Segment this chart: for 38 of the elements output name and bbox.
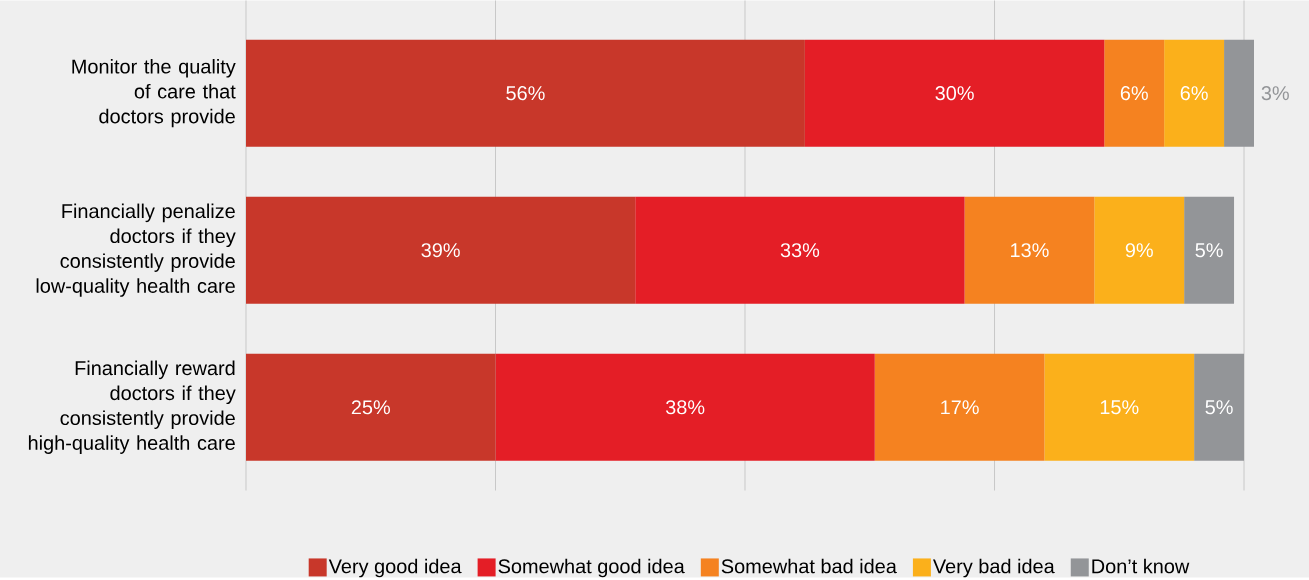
bar: [1164, 39, 1225, 147]
data-label: 56%: [506, 86, 545, 101]
bar: [495, 353, 875, 461]
data-label: 15%: [1100, 400, 1139, 415]
data-label: 38%: [665, 400, 705, 415]
legend-label: Very bad idea: [933, 558, 1055, 578]
data-label: 6%: [1180, 86, 1208, 101]
data-label: 17%: [941, 400, 979, 415]
legend-label: Somewhat good idea: [498, 558, 685, 578]
data-label: 25%: [351, 400, 390, 415]
data-label: 5%: [1195, 243, 1223, 258]
y-tick-label: Financially penalize doctors if they consistently provide low-quality health care: [36, 203, 236, 297]
bar: [246, 353, 496, 461]
data-label: 6%: [1120, 86, 1148, 101]
data-label: 33%: [780, 243, 820, 258]
data-label: 5%: [1205, 400, 1233, 415]
data-label: 13%: [1011, 243, 1049, 258]
bar: [1044, 353, 1195, 461]
data-label: 39%: [421, 243, 460, 258]
legend-label: Very good idea: [328, 558, 462, 578]
y-tick-label: Monitor the quality of care that doctors provide: [72, 58, 236, 128]
bar: [1194, 353, 1245, 461]
bar: [635, 196, 965, 304]
bar: [874, 353, 1045, 461]
legend-label: Don’t know: [1092, 558, 1190, 574]
bar: [1094, 196, 1185, 304]
bar: [1224, 39, 1254, 147]
legend-label: Somewhat bad idea: [721, 558, 897, 574]
bar: [1184, 196, 1235, 304]
bar: [964, 196, 1095, 304]
data-label: 30%: [935, 86, 974, 101]
data-label: 3%: [1261, 86, 1289, 101]
bar: [246, 39, 805, 147]
bar: [246, 196, 636, 304]
bar: [1104, 39, 1165, 147]
bar: [804, 39, 1105, 147]
data-label: 9%: [1125, 243, 1153, 258]
y-tick-label: Financially reward doctors if they consistently provide high-quality health care: [28, 360, 236, 454]
